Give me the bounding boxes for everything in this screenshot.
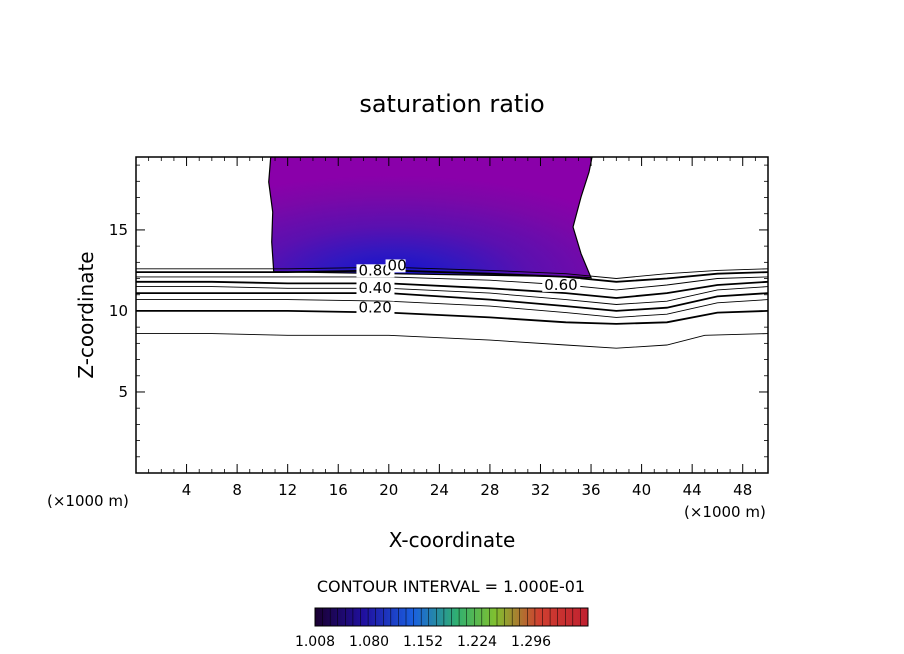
- colorbar-label: 1.224: [457, 634, 497, 650]
- x-tick-label: 8: [232, 481, 242, 499]
- x-axis-label: X-coordinate: [389, 528, 516, 552]
- contour-line-2: [136, 269, 768, 283]
- contour-line-6: [136, 292, 768, 312]
- x-tick-label: 24: [430, 481, 449, 499]
- contour-line-5: [136, 286, 768, 305]
- contour-label-bg-3: [356, 301, 395, 315]
- contour-label-1: 0.80: [358, 261, 391, 279]
- contour-label-2: 0.40: [358, 279, 391, 297]
- colorbar-label: 1.296: [511, 634, 551, 650]
- contour-label-5: 00: [388, 256, 407, 274]
- contour-label-3: 0.20: [358, 299, 391, 317]
- colorbar-label: 1.080: [349, 634, 389, 650]
- contour-interval-text: CONTOUR INTERVAL = 1.000E-01: [317, 577, 585, 596]
- colorbar-label: 1.008: [295, 634, 335, 650]
- y-axis-label: Z-coordinate: [74, 251, 98, 378]
- y-tick-label: 10: [109, 302, 128, 320]
- x-unit-left: (×1000 m): [47, 492, 129, 510]
- supersaturation-region: [268, 157, 593, 279]
- contour-label-layer: 0.800.40 0.20 0.60 00: [356, 256, 581, 317]
- x-tick-label: 28: [480, 481, 499, 499]
- contour-label-bg-4: [542, 278, 581, 292]
- x-tick-label: 20: [379, 481, 398, 499]
- contour-label-bg-5: [385, 259, 406, 273]
- x-tick-label: 32: [531, 481, 550, 499]
- x-tick-label: 36: [581, 481, 600, 499]
- x-tick-label: 44: [683, 481, 702, 499]
- x-tick-label: 40: [632, 481, 651, 499]
- x-tick-label: 4: [182, 481, 192, 499]
- contour-label-4: 0.60: [544, 276, 577, 294]
- contour-line-3: [136, 276, 768, 291]
- contour-label-bg-1: [356, 264, 395, 278]
- colorbar-ticks: 1.008 1.080 1.152 1.224 1.296: [295, 608, 589, 650]
- x-unit-right: (×1000 m): [684, 503, 766, 521]
- contour-line-4: [136, 280, 768, 299]
- contour-line-7: [136, 299, 768, 318]
- colorbar-label: 1.152: [403, 634, 443, 650]
- y-tick-label: 5: [118, 383, 128, 401]
- x-tick-label: 48: [733, 481, 752, 499]
- x-tick-label: 16: [329, 481, 348, 499]
- plot-area: [136, 157, 768, 349]
- chart-title: saturation ratio: [359, 90, 544, 118]
- contour-line-8: [136, 309, 768, 325]
- contour-line-9: [136, 333, 768, 349]
- contour-line-1: [136, 266, 768, 279]
- x-tick-label: 12: [278, 481, 297, 499]
- contour-label-bg-2: [356, 282, 395, 296]
- y-tick-label: 15: [109, 221, 128, 239]
